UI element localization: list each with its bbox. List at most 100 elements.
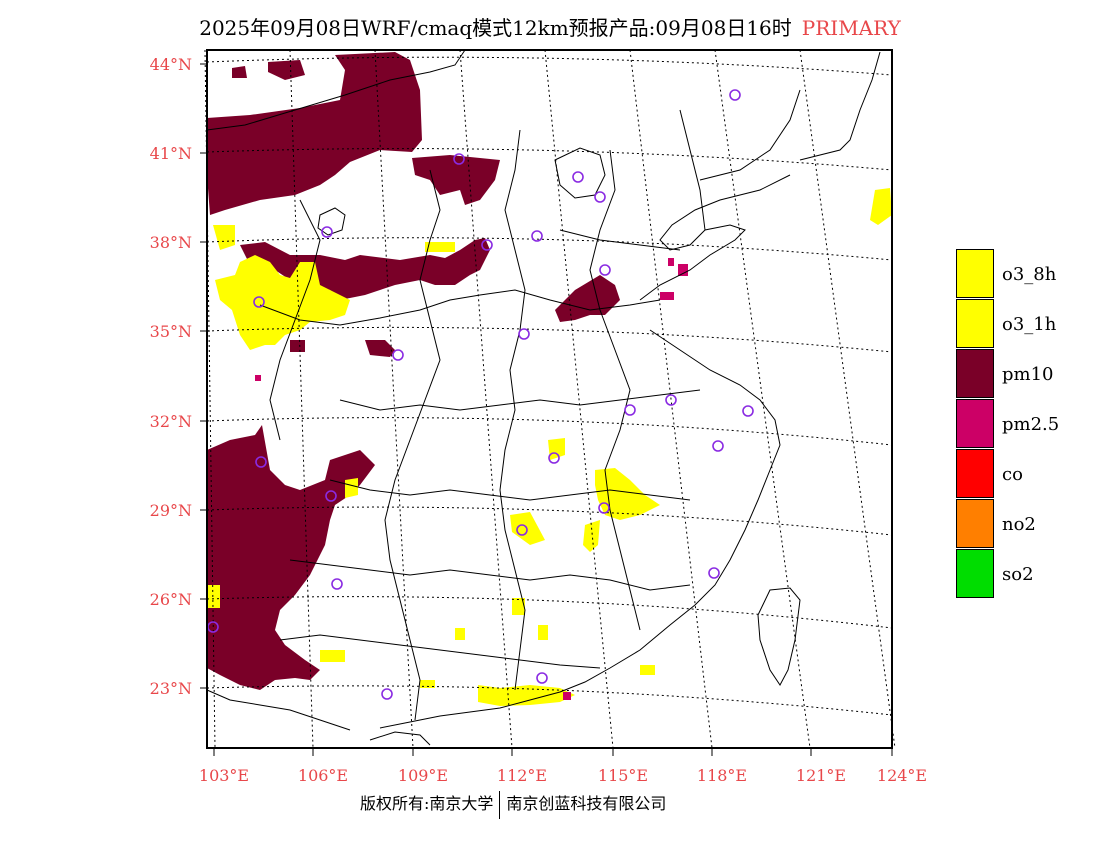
o3-area-loess bbox=[215, 255, 350, 350]
province-line-7 bbox=[289, 559, 691, 591]
pm25-area-5 bbox=[563, 692, 571, 700]
tick-marks bbox=[200, 63, 893, 756]
province-line-8 bbox=[279, 634, 601, 669]
meridian-115 bbox=[544, 49, 614, 749]
station-marker bbox=[518, 328, 530, 340]
station-marker bbox=[536, 672, 548, 684]
southwest-border bbox=[206, 689, 351, 731]
station-marker bbox=[253, 296, 265, 308]
legend-swatch bbox=[956, 449, 994, 498]
meridian-109 bbox=[374, 49, 414, 749]
parallel-35 bbox=[206, 326, 893, 353]
pm10-areas bbox=[207, 52, 620, 690]
station-marker bbox=[392, 349, 404, 361]
legend-swatch bbox=[956, 299, 994, 348]
lat-label-26: 26°N bbox=[149, 590, 192, 609]
o3-area-hunan-small bbox=[512, 598, 525, 615]
title-text: 2025年09月08日WRF/cmaq模式12km预报产品:09月08日16时 bbox=[199, 16, 792, 40]
lon-label-118: 118°E bbox=[696, 766, 748, 785]
legend-label: co bbox=[1002, 464, 1023, 485]
lon-label-109: 109°E bbox=[397, 766, 449, 785]
lon-label-124: 124°E bbox=[876, 766, 928, 785]
station-marker bbox=[516, 524, 528, 536]
o3-area-hubei bbox=[595, 468, 660, 520]
o3-areas bbox=[208, 188, 892, 706]
pm25-area-1 bbox=[678, 264, 688, 276]
lon-label-121: 121°E bbox=[795, 766, 847, 785]
o3-area-hunan bbox=[583, 520, 600, 552]
lat-label-32: 32°N bbox=[149, 412, 192, 431]
o3-area-north-edge bbox=[213, 225, 235, 250]
station-marker bbox=[531, 230, 543, 242]
lat-label-29: 29°N bbox=[149, 501, 192, 520]
station-marker bbox=[712, 440, 724, 452]
station-marker bbox=[331, 578, 343, 590]
small-loop-west bbox=[317, 207, 346, 236]
legend-label: o3_1h bbox=[1002, 314, 1057, 335]
station-marker bbox=[321, 226, 333, 238]
o3-area-small-2 bbox=[538, 625, 548, 640]
taiwan bbox=[757, 587, 801, 686]
station-marker bbox=[548, 452, 560, 464]
legend-swatch bbox=[956, 499, 994, 548]
pm10-area-small-3 bbox=[290, 340, 305, 352]
o3-area-small-7 bbox=[640, 665, 655, 675]
parallel-44 bbox=[206, 56, 893, 76]
legend-label: pm10 bbox=[1002, 364, 1054, 385]
map-title: 2025年09月08日WRF/cmaq模式12km预报产品:09月08日16时 P… bbox=[0, 12, 1100, 41]
lon-label-112: 112°E bbox=[496, 766, 548, 785]
yellow-river bbox=[259, 289, 661, 326]
station-marker bbox=[481, 239, 493, 251]
legend-swatch bbox=[956, 249, 994, 298]
korea-coast bbox=[799, 51, 881, 161]
footer-separator bbox=[499, 790, 501, 819]
pm10-area-xian bbox=[365, 340, 395, 357]
pm10-area-shandong bbox=[555, 275, 620, 322]
pm10-area-small-2 bbox=[232, 66, 247, 78]
o3-area-small-4 bbox=[345, 478, 358, 498]
station-marker bbox=[598, 502, 610, 514]
legend-swatch bbox=[956, 549, 994, 598]
province-line-3 bbox=[589, 149, 641, 631]
province-line-5 bbox=[339, 389, 701, 411]
station-marker bbox=[572, 171, 584, 183]
pm25-area-4 bbox=[255, 375, 261, 381]
lat-label-38: 38°N bbox=[149, 233, 192, 252]
lon-label-106: 106°E bbox=[297, 766, 349, 785]
station-marker bbox=[708, 567, 720, 579]
pm25-area-3 bbox=[660, 292, 674, 300]
province-line-9 bbox=[679, 109, 706, 231]
legend-label: o3_8h bbox=[1002, 264, 1057, 285]
station-marker bbox=[742, 405, 754, 417]
meridian-106 bbox=[289, 49, 314, 749]
station-marker bbox=[599, 264, 611, 276]
lat-label-35: 35°N bbox=[149, 322, 192, 341]
station-marker bbox=[624, 404, 636, 416]
o3-area-small-3 bbox=[208, 585, 220, 608]
pm10-area-loess bbox=[240, 238, 490, 300]
o3-area-guangxi bbox=[320, 650, 345, 662]
coastline-east bbox=[379, 329, 781, 729]
o3-area-small-5 bbox=[425, 242, 455, 252]
company-text: 南京创蓝科技有限公司 bbox=[506, 794, 667, 813]
station-marker bbox=[453, 153, 465, 165]
o3-area-small-1 bbox=[455, 628, 465, 640]
province-line-2 bbox=[499, 129, 526, 691]
station-marker bbox=[729, 89, 741, 101]
pm10-area-hohhot bbox=[412, 155, 500, 205]
legend-label: no2 bbox=[1002, 514, 1036, 535]
legend-swatch bbox=[956, 349, 994, 398]
province-line-6 bbox=[329, 479, 691, 501]
province-line-4 bbox=[269, 199, 321, 441]
station-marker bbox=[381, 688, 393, 700]
lat-label-44: 44°N bbox=[149, 55, 192, 74]
o3-area-guangdong bbox=[478, 685, 575, 706]
lat-label-41: 41°N bbox=[149, 144, 192, 163]
beijing-outline bbox=[554, 147, 606, 199]
station-marker bbox=[325, 490, 337, 502]
meridian-124 bbox=[799, 49, 896, 749]
pm10-area-north bbox=[207, 52, 422, 215]
pm10-area-southwest bbox=[207, 425, 375, 690]
mode-label: PRIMARY bbox=[801, 16, 901, 40]
